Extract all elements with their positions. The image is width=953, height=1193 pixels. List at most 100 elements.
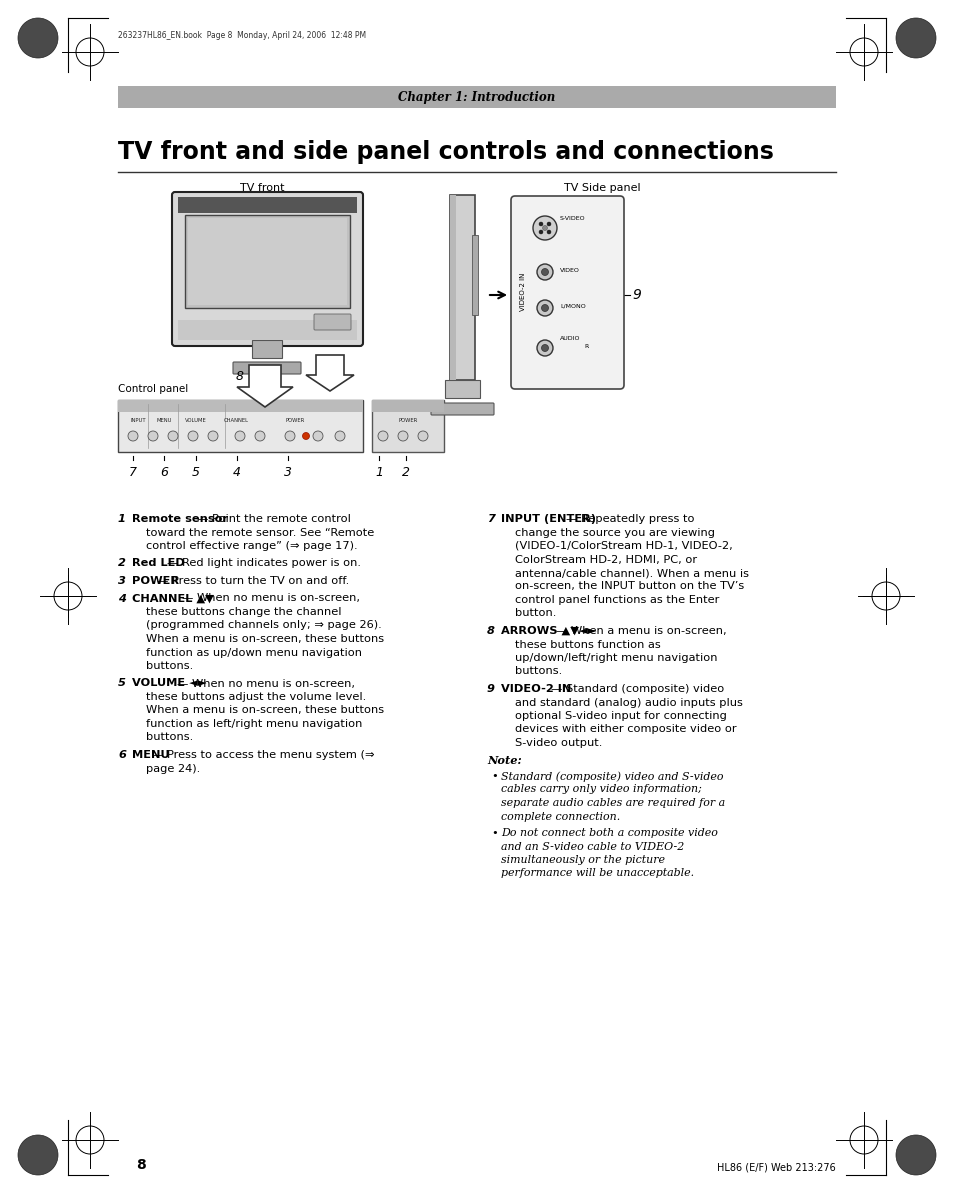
Circle shape bbox=[417, 431, 428, 441]
Text: control panel functions as the Enter: control panel functions as the Enter bbox=[515, 595, 719, 605]
Circle shape bbox=[538, 222, 542, 225]
Text: 8: 8 bbox=[486, 626, 495, 636]
FancyBboxPatch shape bbox=[118, 400, 363, 452]
FancyBboxPatch shape bbox=[252, 340, 282, 358]
Circle shape bbox=[254, 431, 265, 441]
Text: CHANNEL: CHANNEL bbox=[223, 418, 248, 422]
Text: change the source you are viewing: change the source you are viewing bbox=[515, 527, 714, 538]
Circle shape bbox=[18, 1135, 58, 1175]
Text: these buttons function as: these buttons function as bbox=[515, 639, 660, 649]
Text: 9: 9 bbox=[486, 684, 495, 694]
Text: VIDEO-2 IN: VIDEO-2 IN bbox=[500, 684, 571, 694]
Text: TV front: TV front bbox=[239, 183, 284, 193]
FancyBboxPatch shape bbox=[472, 235, 477, 315]
Circle shape bbox=[302, 433, 309, 439]
Circle shape bbox=[546, 230, 551, 234]
FancyBboxPatch shape bbox=[178, 320, 356, 340]
Text: — When no menu is on-screen,: — When no menu is on-screen, bbox=[177, 679, 355, 688]
Circle shape bbox=[397, 431, 408, 441]
Polygon shape bbox=[306, 356, 354, 391]
FancyBboxPatch shape bbox=[233, 361, 301, 373]
Text: 3: 3 bbox=[118, 576, 126, 586]
Text: antenna/cable channel). When a menu is: antenna/cable channel). When a menu is bbox=[515, 568, 748, 577]
FancyBboxPatch shape bbox=[185, 215, 350, 308]
Text: — When a menu is on-screen,: — When a menu is on-screen, bbox=[556, 626, 726, 636]
Text: MENU: MENU bbox=[156, 418, 172, 422]
FancyBboxPatch shape bbox=[511, 196, 623, 389]
Circle shape bbox=[168, 431, 178, 441]
Text: When a menu is on-screen, these buttons: When a menu is on-screen, these buttons bbox=[146, 633, 384, 644]
Text: performance will be unacceptable.: performance will be unacceptable. bbox=[500, 869, 694, 878]
Circle shape bbox=[285, 431, 294, 441]
Text: 2: 2 bbox=[401, 465, 410, 478]
Text: Chapter 1: Introduction: Chapter 1: Introduction bbox=[398, 91, 555, 104]
Text: — When no menu is on-screen,: — When no menu is on-screen, bbox=[182, 593, 359, 604]
Text: 6: 6 bbox=[118, 750, 126, 760]
Text: 1: 1 bbox=[375, 465, 382, 478]
Circle shape bbox=[537, 340, 553, 356]
Text: 9: 9 bbox=[631, 288, 640, 302]
Text: VIDEO-2 IN: VIDEO-2 IN bbox=[519, 273, 525, 311]
Text: 4: 4 bbox=[233, 465, 241, 478]
Text: (VIDEO-1/ColorStream HD-1, VIDEO-2,: (VIDEO-1/ColorStream HD-1, VIDEO-2, bbox=[515, 540, 732, 551]
Text: simultaneously or the picture: simultaneously or the picture bbox=[500, 855, 664, 865]
Circle shape bbox=[148, 431, 158, 441]
Text: 7: 7 bbox=[129, 465, 137, 478]
Text: control effective range” (⇒ page 17).: control effective range” (⇒ page 17). bbox=[146, 540, 357, 551]
Text: •: • bbox=[491, 771, 497, 781]
Text: cables carry only video information;: cables carry only video information; bbox=[500, 785, 701, 795]
Text: L/MONO: L/MONO bbox=[559, 303, 585, 309]
Text: VOLUME ◄►: VOLUME ◄► bbox=[132, 679, 207, 688]
Circle shape bbox=[188, 431, 198, 441]
Text: HL86 (E/F) Web 213:276: HL86 (E/F) Web 213:276 bbox=[717, 1163, 835, 1173]
Text: — Point the remote control: — Point the remote control bbox=[196, 514, 351, 524]
Text: When a menu is on-screen, these buttons: When a menu is on-screen, these buttons bbox=[146, 705, 384, 716]
FancyBboxPatch shape bbox=[450, 194, 475, 381]
Text: up/down/left/right menu navigation: up/down/left/right menu navigation bbox=[515, 653, 717, 663]
Circle shape bbox=[541, 304, 548, 311]
Text: 263237HL86_EN.book  Page 8  Monday, April 24, 2006  12:48 PM: 263237HL86_EN.book Page 8 Monday, April … bbox=[118, 31, 366, 41]
Text: function as left/right menu navigation: function as left/right menu navigation bbox=[146, 719, 362, 729]
Text: 3: 3 bbox=[284, 465, 292, 478]
Text: and an S-video cable to VIDEO-2: and an S-video cable to VIDEO-2 bbox=[500, 841, 683, 852]
Circle shape bbox=[541, 345, 548, 352]
Text: devices with either composite video or: devices with either composite video or bbox=[515, 724, 736, 735]
FancyBboxPatch shape bbox=[118, 86, 835, 109]
Circle shape bbox=[128, 431, 138, 441]
Circle shape bbox=[313, 431, 323, 441]
FancyBboxPatch shape bbox=[372, 400, 443, 412]
Text: — Red light indicates power is on.: — Red light indicates power is on. bbox=[167, 558, 360, 569]
Text: Standard (composite) video and S-video: Standard (composite) video and S-video bbox=[500, 771, 722, 781]
Circle shape bbox=[542, 225, 547, 230]
FancyBboxPatch shape bbox=[444, 381, 479, 398]
Circle shape bbox=[234, 431, 245, 441]
Text: — Press to access the menu system (⇒: — Press to access the menu system (⇒ bbox=[152, 750, 375, 760]
Text: these buttons adjust the volume level.: these buttons adjust the volume level. bbox=[146, 692, 366, 701]
Text: INPUT: INPUT bbox=[130, 418, 146, 422]
Text: INPUT (ENTER): INPUT (ENTER) bbox=[500, 514, 596, 524]
Text: ARROWS ▲▼◄►: ARROWS ▲▼◄► bbox=[500, 626, 596, 636]
Polygon shape bbox=[236, 365, 293, 407]
Text: — Repeatedly press to: — Repeatedly press to bbox=[565, 514, 694, 524]
Text: POWER: POWER bbox=[398, 418, 417, 422]
Text: CHANNEL ▲▼: CHANNEL ▲▼ bbox=[132, 593, 213, 604]
Text: button.: button. bbox=[515, 608, 556, 618]
Circle shape bbox=[546, 222, 551, 225]
Text: Remote sensor: Remote sensor bbox=[132, 514, 228, 524]
Text: VIDEO: VIDEO bbox=[559, 267, 579, 272]
Text: optional S-video input for connecting: optional S-video input for connecting bbox=[515, 711, 726, 721]
Circle shape bbox=[377, 431, 388, 441]
Circle shape bbox=[537, 299, 553, 316]
Circle shape bbox=[537, 264, 553, 280]
Text: 8: 8 bbox=[136, 1158, 146, 1172]
Text: buttons.: buttons. bbox=[146, 733, 193, 742]
FancyBboxPatch shape bbox=[431, 403, 494, 415]
Text: 5: 5 bbox=[118, 679, 126, 688]
Circle shape bbox=[895, 18, 935, 58]
Text: S-VIDEO: S-VIDEO bbox=[559, 216, 585, 221]
Text: and standard (analog) audio inputs plus: and standard (analog) audio inputs plus bbox=[515, 698, 742, 707]
Text: Red LED: Red LED bbox=[132, 558, 185, 569]
Text: VOLUME: VOLUME bbox=[185, 418, 207, 422]
Circle shape bbox=[533, 216, 557, 240]
Text: Do not connect both a composite video: Do not connect both a composite video bbox=[500, 828, 717, 837]
